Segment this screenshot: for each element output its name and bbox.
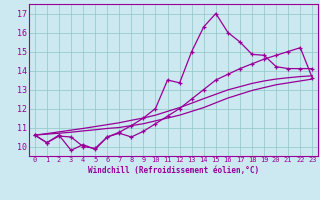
X-axis label: Windchill (Refroidissement éolien,°C): Windchill (Refroidissement éolien,°C)	[88, 166, 259, 175]
